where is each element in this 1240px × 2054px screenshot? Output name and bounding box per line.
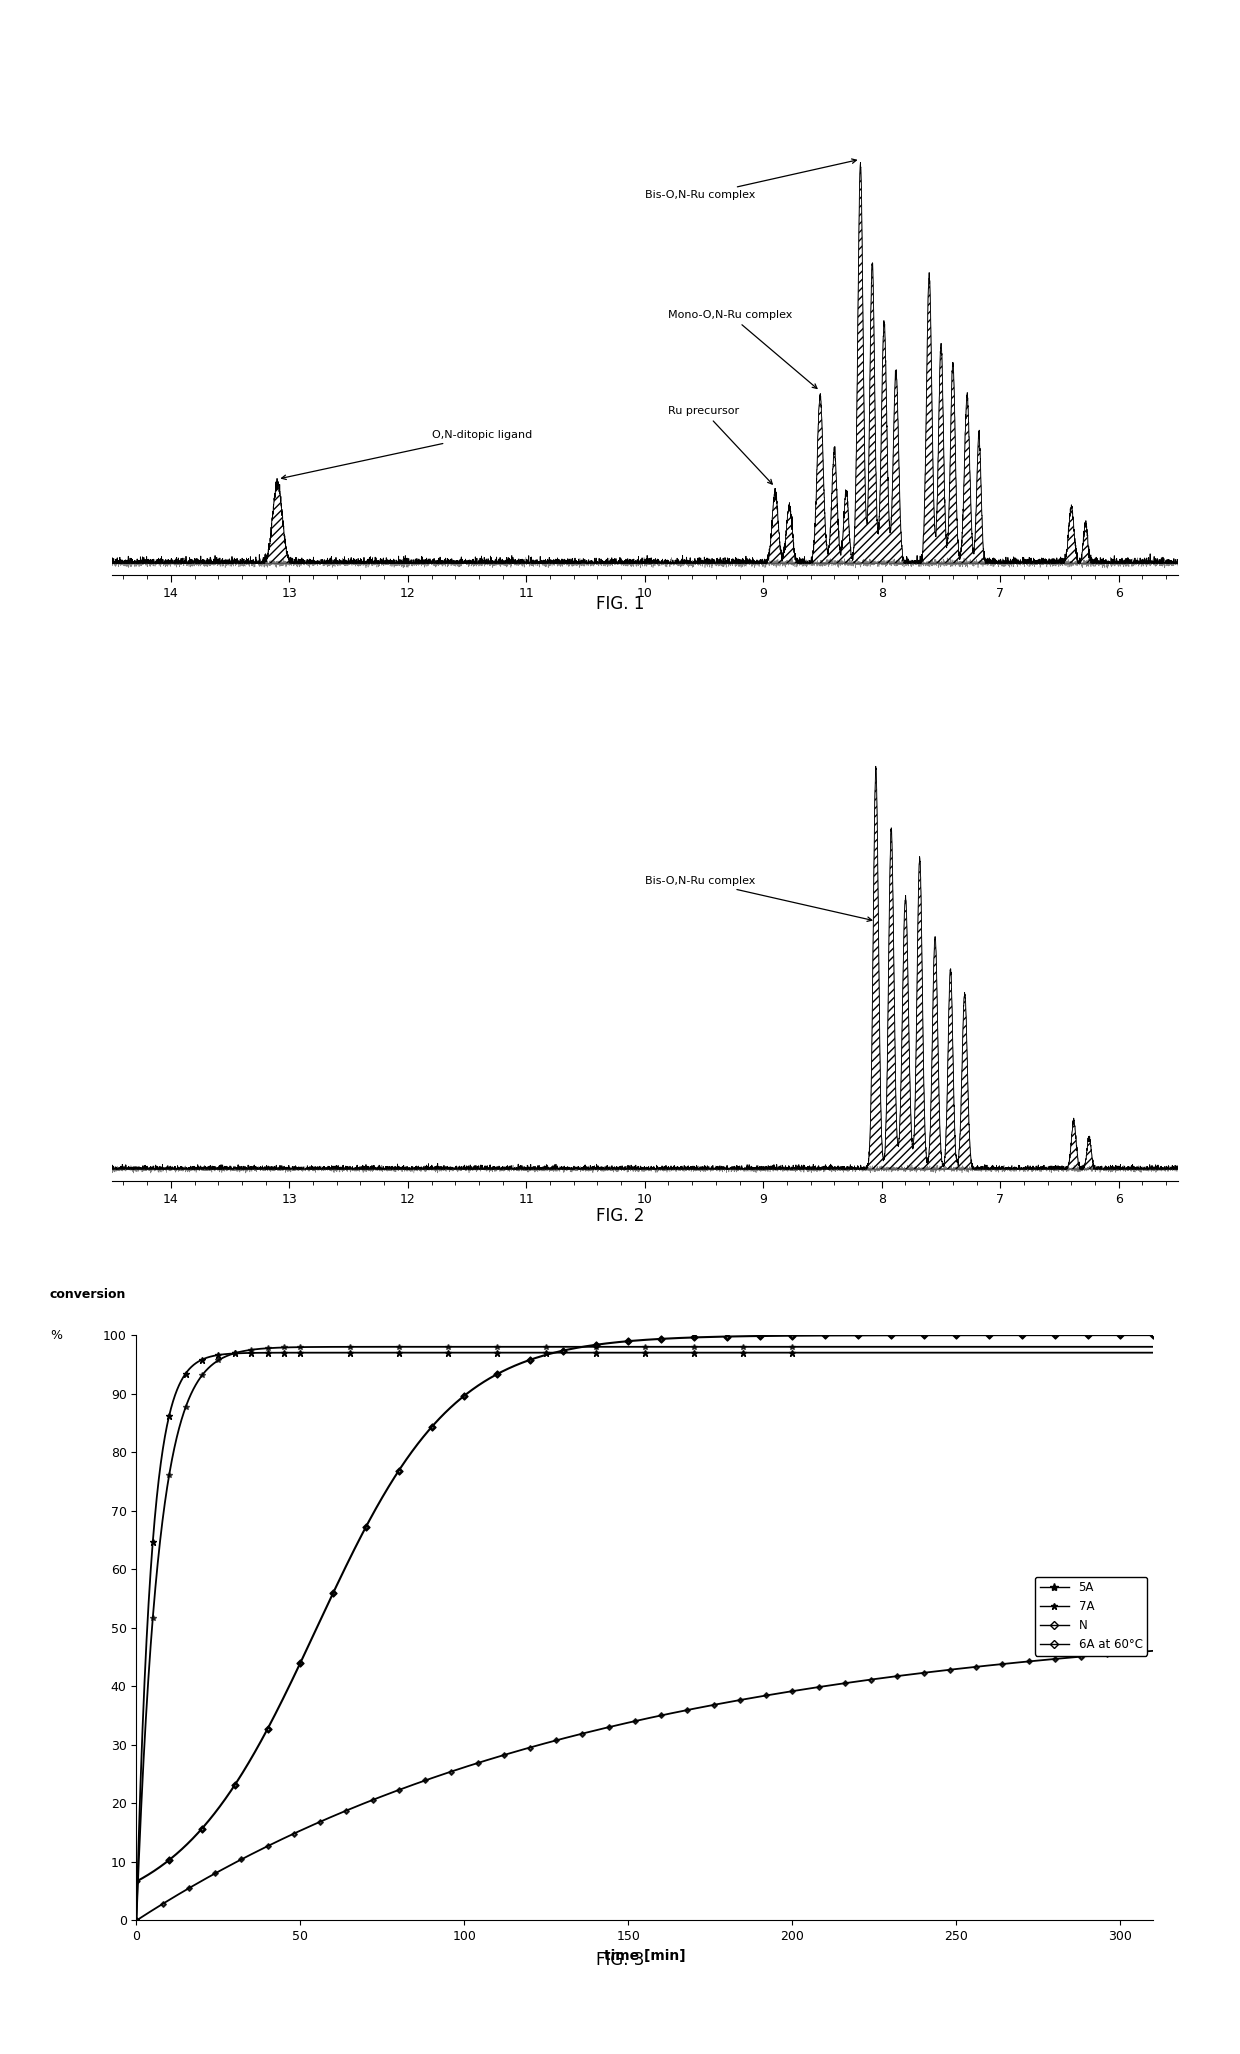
Text: %: %: [50, 1329, 62, 1341]
Text: Bis-O,N-Ru complex: Bis-O,N-Ru complex: [645, 877, 872, 922]
Text: Bis-O,N-Ru complex: Bis-O,N-Ru complex: [645, 158, 857, 199]
X-axis label: time [min]: time [min]: [604, 1949, 686, 1964]
Text: FIG. 3: FIG. 3: [595, 1951, 645, 1968]
Text: FIG. 2: FIG. 2: [595, 1208, 645, 1224]
Text: O,N-ditopic ligand: O,N-ditopic ligand: [281, 429, 532, 479]
Legend: 5A, 7A, N, 6A at 60°C: 5A, 7A, N, 6A at 60°C: [1035, 1577, 1147, 1656]
Text: Mono-O,N-Ru complex: Mono-O,N-Ru complex: [668, 310, 817, 388]
Text: Ru precursor: Ru precursor: [668, 407, 773, 485]
Text: FIG. 1: FIG. 1: [595, 596, 645, 612]
Text: conversion: conversion: [50, 1288, 126, 1302]
